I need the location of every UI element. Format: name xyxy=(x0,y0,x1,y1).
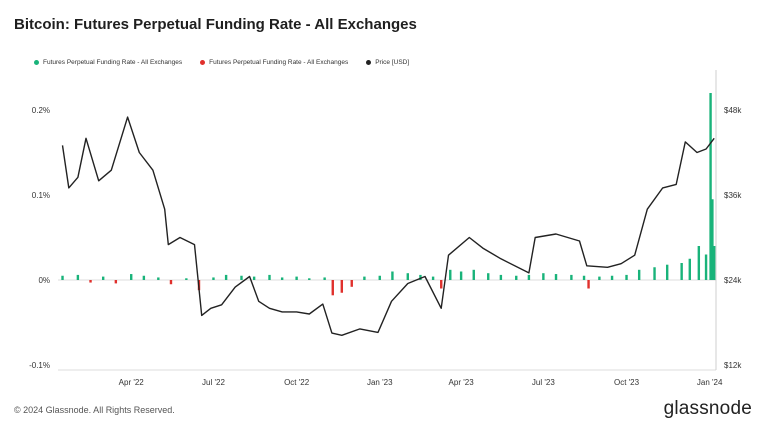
funding-bar-negative xyxy=(114,280,118,284)
funding-bar-negative xyxy=(587,280,590,289)
funding-bar-positive xyxy=(625,274,628,280)
x-tick-label: Jul '23 xyxy=(532,378,555,387)
legend-label: Futures Perpetual Funding Rate - All Exc… xyxy=(209,59,349,66)
y-right-tick-label: $48k xyxy=(724,106,742,115)
legend-label: Futures Perpetual Funding Rate - All Exc… xyxy=(43,59,183,66)
price-line-group xyxy=(61,116,715,336)
funding-bar-positive xyxy=(680,263,683,280)
funding-bar-positive xyxy=(472,269,475,280)
funding-bar-positive xyxy=(406,273,409,280)
funding-bar-positive xyxy=(268,274,271,280)
funding-bar-positive xyxy=(157,277,160,280)
funding-bar-positive xyxy=(709,93,712,280)
y-left-tick-label: 0% xyxy=(38,276,50,285)
funding-bar-positive xyxy=(449,269,452,280)
funding-bar-positive xyxy=(515,275,518,280)
legend-label: Price [USD] xyxy=(375,59,410,66)
funding-bar-positive xyxy=(280,277,284,280)
legend-item-funding-negative[interactable]: Futures Perpetual Funding Rate - All Exc… xyxy=(200,59,348,66)
funding-bar-positive xyxy=(527,274,531,280)
price-line xyxy=(61,116,715,336)
chart-title: Bitcoin: Futures Perpetual Funding Rate … xyxy=(14,16,417,33)
funding-bar-negative xyxy=(169,280,173,285)
funding-bar-negative xyxy=(89,280,92,283)
funding-bar-positive xyxy=(240,275,243,280)
funding-bar-positive xyxy=(185,278,188,280)
funding-bar-positive xyxy=(665,264,669,280)
funding-bar-positive xyxy=(610,275,614,280)
x-tick-label: Apr '22 xyxy=(119,378,145,387)
funding-bar-positive xyxy=(212,277,215,280)
funding-bar-positive xyxy=(419,274,422,280)
funding-bar-negative xyxy=(331,280,334,296)
legend-item-funding-positive[interactable]: Futures Perpetual Funding Rate - All Exc… xyxy=(34,59,182,66)
copyright-text: © 2024 Glassnode. All Rights Reserved. xyxy=(14,405,175,415)
funding-bar-positive xyxy=(323,277,326,280)
funding-bar-positive xyxy=(582,275,586,280)
funding-bar-positive xyxy=(697,246,701,280)
funding-bar-positive xyxy=(711,199,714,280)
funding-bar-positive xyxy=(712,246,716,280)
axis-ticks: 0.2% 0.1% 0% -0.1% $48k $36k $24k $12k Apr '22 Ju… xyxy=(29,106,742,387)
brand-logo[interactable]: glassnode xyxy=(663,398,752,419)
funding-bar-positive xyxy=(308,278,311,280)
funding-bar-negative xyxy=(350,280,353,287)
funding-bar-negative xyxy=(340,280,344,293)
y-left-tick-label: 0.2% xyxy=(32,106,50,115)
y-right-tick-label: $12k xyxy=(724,361,742,370)
funding-bar-positive xyxy=(459,271,463,280)
funding-bar-positive xyxy=(61,275,64,280)
funding-bar-positive xyxy=(487,273,490,280)
funding-bar-positive xyxy=(542,273,545,280)
x-tick-label: Oct '23 xyxy=(614,378,640,387)
funding-bar-positive xyxy=(391,271,394,280)
x-tick-label: Jan '24 xyxy=(697,378,723,387)
funding-bar-positive xyxy=(637,269,641,280)
funding-bar-positive xyxy=(252,276,256,280)
funding-bar-positive xyxy=(378,275,381,280)
y-left-tick-label: 0.1% xyxy=(32,191,50,200)
x-tick-label: Oct '22 xyxy=(284,378,310,387)
funding-bar-positive xyxy=(431,276,435,280)
funding-bar-positive xyxy=(688,258,691,280)
funding-bar-positive xyxy=(130,274,133,280)
funding-bars xyxy=(58,93,716,296)
funding-bar-positive xyxy=(76,274,80,280)
chart-legend: Futures Perpetual Funding Rate - All Exc… xyxy=(34,59,409,66)
legend-swatch-red xyxy=(200,60,206,65)
x-tick-label: Jul '22 xyxy=(202,378,225,387)
funding-bar-positive xyxy=(101,276,105,280)
legend-item-price[interactable]: Price [USD] xyxy=(366,59,409,66)
funding-bar-positive xyxy=(142,275,146,280)
legend-swatch-black xyxy=(366,60,372,65)
funding-bar-negative xyxy=(440,280,443,289)
funding-bar-positive xyxy=(598,276,601,280)
funding-bar-positive xyxy=(363,276,366,280)
y-right-tick-label: $36k xyxy=(724,191,742,200)
x-tick-label: Apr '23 xyxy=(449,378,475,387)
y-left-tick-label: -0.1% xyxy=(29,361,50,370)
y-right-tick-label: $24k xyxy=(724,276,742,285)
legend-swatch-green xyxy=(34,60,39,65)
funding-bar-positive xyxy=(554,274,558,280)
funding-bar-positive xyxy=(295,276,298,280)
funding-bar-positive xyxy=(224,274,228,280)
funding-bar-positive xyxy=(704,254,708,280)
funding-bar-positive xyxy=(570,274,573,280)
funding-bar-positive xyxy=(499,274,503,280)
x-tick-label: Jan '23 xyxy=(367,378,393,387)
funding-bar-positive xyxy=(653,267,656,280)
